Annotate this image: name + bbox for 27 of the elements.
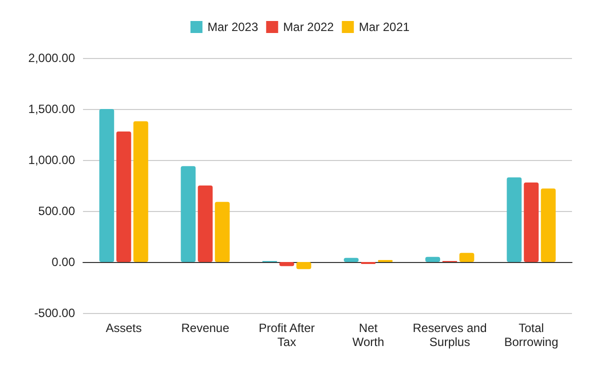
bar bbox=[459, 252, 474, 262]
bar bbox=[214, 202, 230, 262]
x-tick-label: Revenue bbox=[181, 321, 230, 335]
bar bbox=[506, 177, 522, 262]
y-tick-label: 1,000.00 bbox=[28, 153, 76, 167]
x-tick-label: Total Borrowing bbox=[504, 321, 558, 349]
x-tick-label: Profit After Tax bbox=[258, 321, 315, 349]
x-tick-label: Assets bbox=[106, 321, 142, 335]
bar bbox=[133, 121, 148, 262]
bar bbox=[198, 186, 213, 262]
bar bbox=[296, 262, 312, 270]
y-tick-label: -500.00 bbox=[34, 306, 76, 320]
bar bbox=[540, 188, 556, 262]
legend-label: Mar 2021 bbox=[358, 20, 410, 34]
bar bbox=[425, 256, 440, 262]
bar bbox=[524, 182, 539, 262]
y-tick-label: 0.00 bbox=[52, 255, 76, 269]
bar bbox=[99, 109, 114, 262]
legend-label: Mar 2022 bbox=[283, 20, 334, 34]
bar bbox=[180, 166, 196, 262]
y-tick-label: 2,000.00 bbox=[28, 51, 76, 65]
x-tick-label: Net Worth bbox=[352, 321, 384, 349]
y-tick-label: 500.00 bbox=[38, 204, 76, 218]
bar bbox=[116, 131, 132, 262]
y-tick-label: 1,500.00 bbox=[28, 102, 76, 116]
x-tick-label: Reserves and Surplus bbox=[412, 321, 487, 349]
legend-label: Mar 2023 bbox=[207, 20, 258, 34]
